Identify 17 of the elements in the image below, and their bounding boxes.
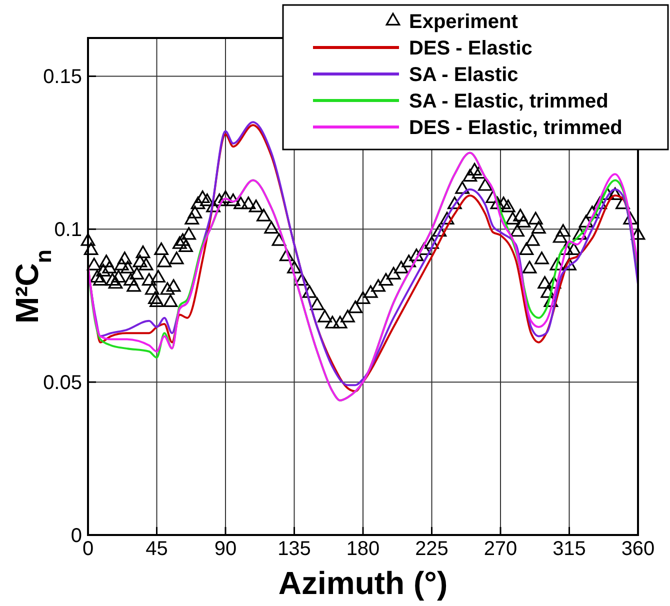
x-tick-label: 180 — [346, 538, 380, 560]
legend-label: SA - Elastic, trimmed — [409, 90, 608, 112]
x-tick-label: 360 — [621, 538, 655, 560]
x-tick-label: 90 — [214, 538, 237, 560]
y-tick-label: 0.1 — [54, 219, 82, 242]
x-tick-label: 270 — [484, 538, 518, 560]
x-axis-title: Azimuth (°) — [278, 565, 448, 601]
x-tick-label: 45 — [146, 538, 168, 560]
x-tick-label: 135 — [278, 538, 311, 560]
legend-label: DES - Elastic — [409, 38, 532, 60]
legend-label: SA - Elastic — [409, 64, 518, 86]
x-tick-label: 315 — [552, 538, 586, 560]
legend-label: DES - Elastic, trimmed — [409, 117, 622, 139]
x-tick-label: 225 — [415, 538, 448, 560]
y-tick-label: 0.05 — [43, 372, 82, 394]
y-tick-label: 0.15 — [43, 66, 82, 88]
legend-label: Experiment — [409, 11, 518, 33]
